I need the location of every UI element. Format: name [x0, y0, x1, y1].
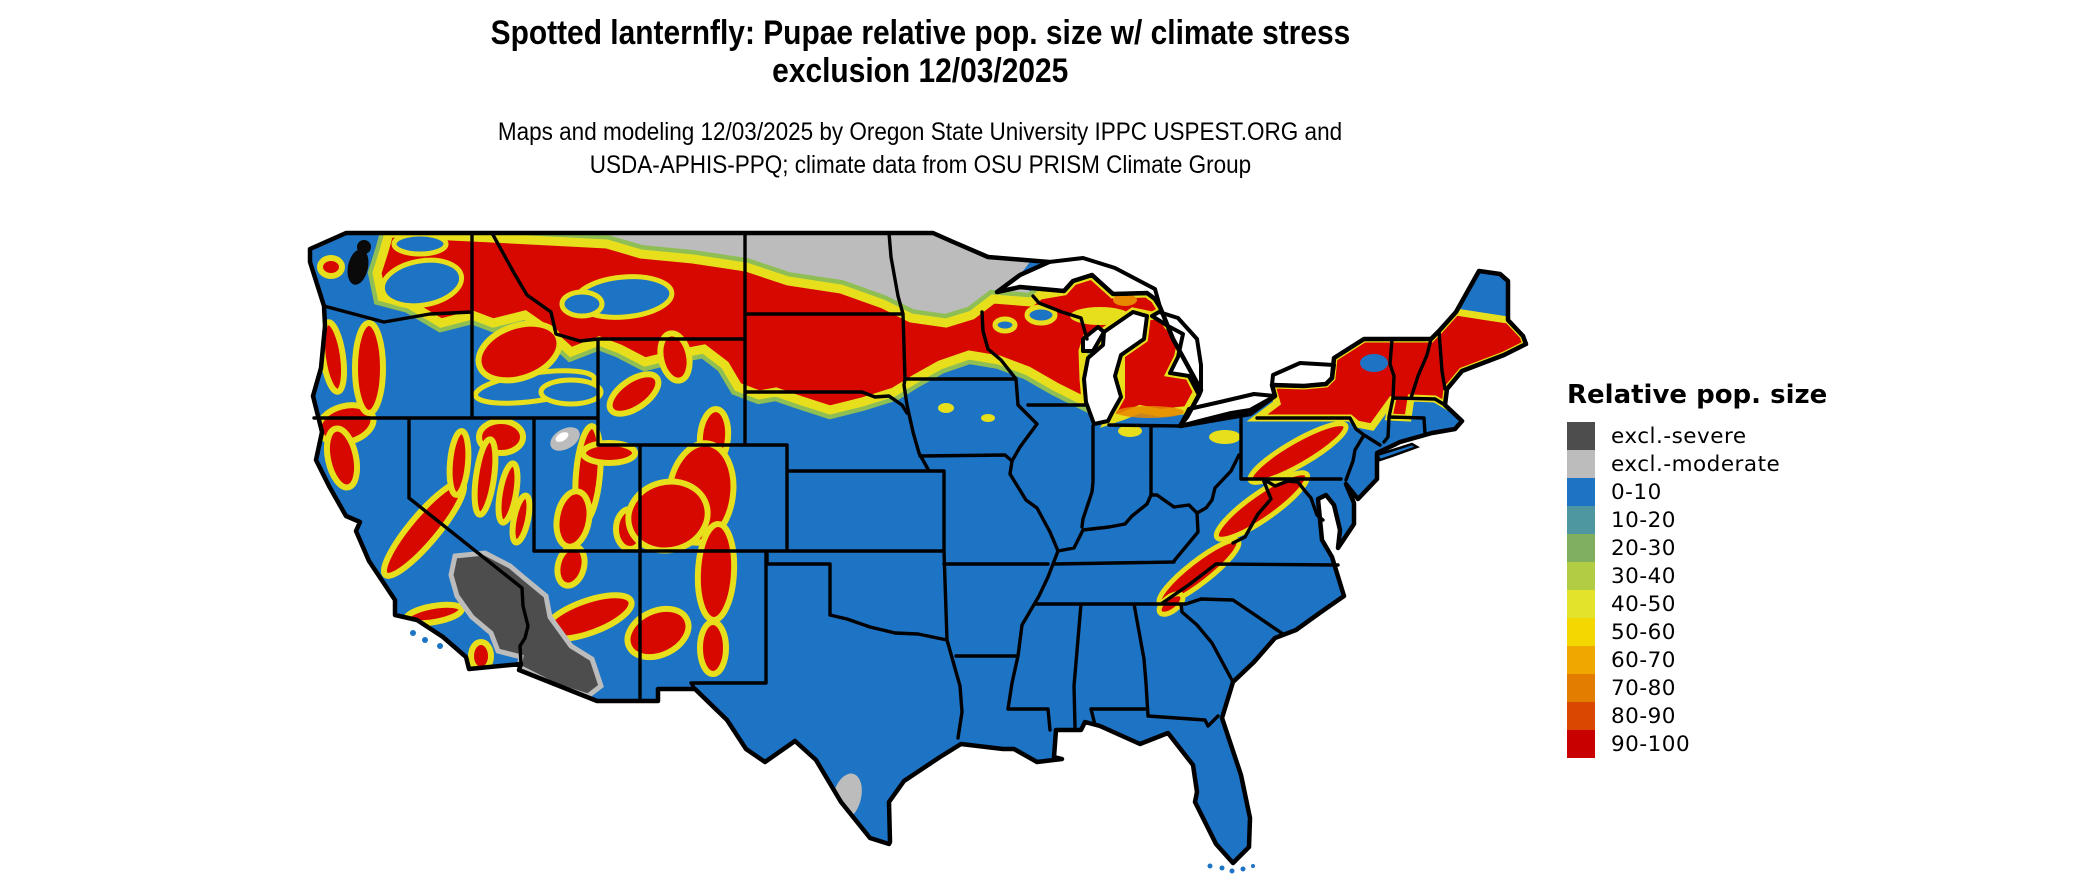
legend-swatch — [1567, 562, 1595, 590]
legend-item: 10-20 — [1567, 506, 1827, 534]
islands — [410, 442, 1420, 874]
legend-item: 70-80 — [1567, 674, 1827, 702]
state-borders — [312, 231, 1447, 740]
legend-item: 50-60 — [1567, 618, 1827, 646]
legend-item-label: 20-30 — [1611, 535, 1676, 561]
figure-subtitle-line2: USDA-APHIS-PPQ; climate data from OSU PR… — [589, 151, 1251, 179]
puget-sound-coast2 — [357, 240, 371, 254]
legend-item: 0-10 — [1567, 478, 1827, 506]
legend-swatch — [1567, 730, 1595, 758]
legend-swatch — [1567, 618, 1595, 646]
legend-title: Relative pop. size — [1567, 380, 1828, 410]
legend-swatch — [1567, 674, 1595, 702]
legend-item-label: 70-80 — [1611, 675, 1676, 701]
legend-item-label: 80-90 — [1611, 703, 1676, 729]
legend-item: 20-30 — [1567, 534, 1827, 562]
exclusion-moderate-north — [607, 233, 1055, 323]
figure-title-line1: Spotted lanternfly: Pupae relative pop. … — [490, 14, 1350, 52]
legend-swatch — [1567, 590, 1595, 618]
legend-item: 40-50 — [1567, 590, 1827, 618]
legend-item: excl.-severe — [1567, 422, 1827, 450]
figure-subtitle-line1: Maps and modeling 12/03/2025 by Oregon S… — [497, 118, 1343, 146]
legend-swatch — [1567, 450, 1595, 478]
legend-swatch — [1567, 506, 1595, 534]
figure-title-line2: exclusion 12/03/2025 — [771, 52, 1069, 90]
great-lakes — [995, 256, 1336, 428]
legend-item: 90-100 — [1567, 730, 1827, 758]
conus-outline — [307, 230, 1529, 866]
legend-swatch — [1567, 534, 1595, 562]
legend-items: excl.-severe excl.-moderate 0-10 10-20 2… — [1567, 422, 1827, 758]
legend-item: excl.-moderate — [1567, 450, 1827, 478]
yellow-patches — [938, 294, 1241, 444]
legend-item-label: 10-20 — [1611, 507, 1676, 533]
map-fill-layers — [310, 233, 1526, 863]
adirondack-blue-hole — [1360, 354, 1388, 372]
legend-swatch — [1567, 422, 1595, 450]
legend-item-label: 0-10 — [1611, 479, 1662, 505]
green-bay — [1081, 325, 1106, 353]
legend-swatch — [1567, 702, 1595, 730]
figure-title: Spotted lanternfly: Pupae relative pop. … — [0, 14, 1840, 90]
michigan-south-orange-fringe — [1116, 406, 1184, 418]
legend-item-label: 90-100 — [1611, 731, 1691, 757]
legend: Relative pop. size excl.-severe excl.-mo… — [1567, 380, 1827, 758]
legend-item-label: 30-40 — [1611, 563, 1676, 589]
legend-swatch — [1567, 478, 1595, 506]
puget-sound-coast — [347, 249, 369, 285]
lake-michigan — [1082, 310, 1149, 426]
legend-item: 30-40 — [1567, 562, 1827, 590]
legend-item-label: excl.-severe — [1611, 423, 1747, 449]
figure-subtitle: Maps and modeling 12/03/2025 by Oregon S… — [0, 116, 1840, 182]
legend-item: 60-70 — [1567, 646, 1827, 674]
legend-item: 80-90 — [1567, 702, 1827, 730]
legend-swatch — [1567, 646, 1595, 674]
legend-item-label: 60-70 — [1611, 647, 1676, 673]
great-salt-lake — [555, 432, 569, 442]
legend-item-label: 40-50 — [1611, 591, 1676, 617]
legend-item-label: 50-60 — [1611, 619, 1676, 645]
legend-item-label: excl.-moderate — [1611, 451, 1781, 477]
long-island — [1375, 442, 1420, 462]
